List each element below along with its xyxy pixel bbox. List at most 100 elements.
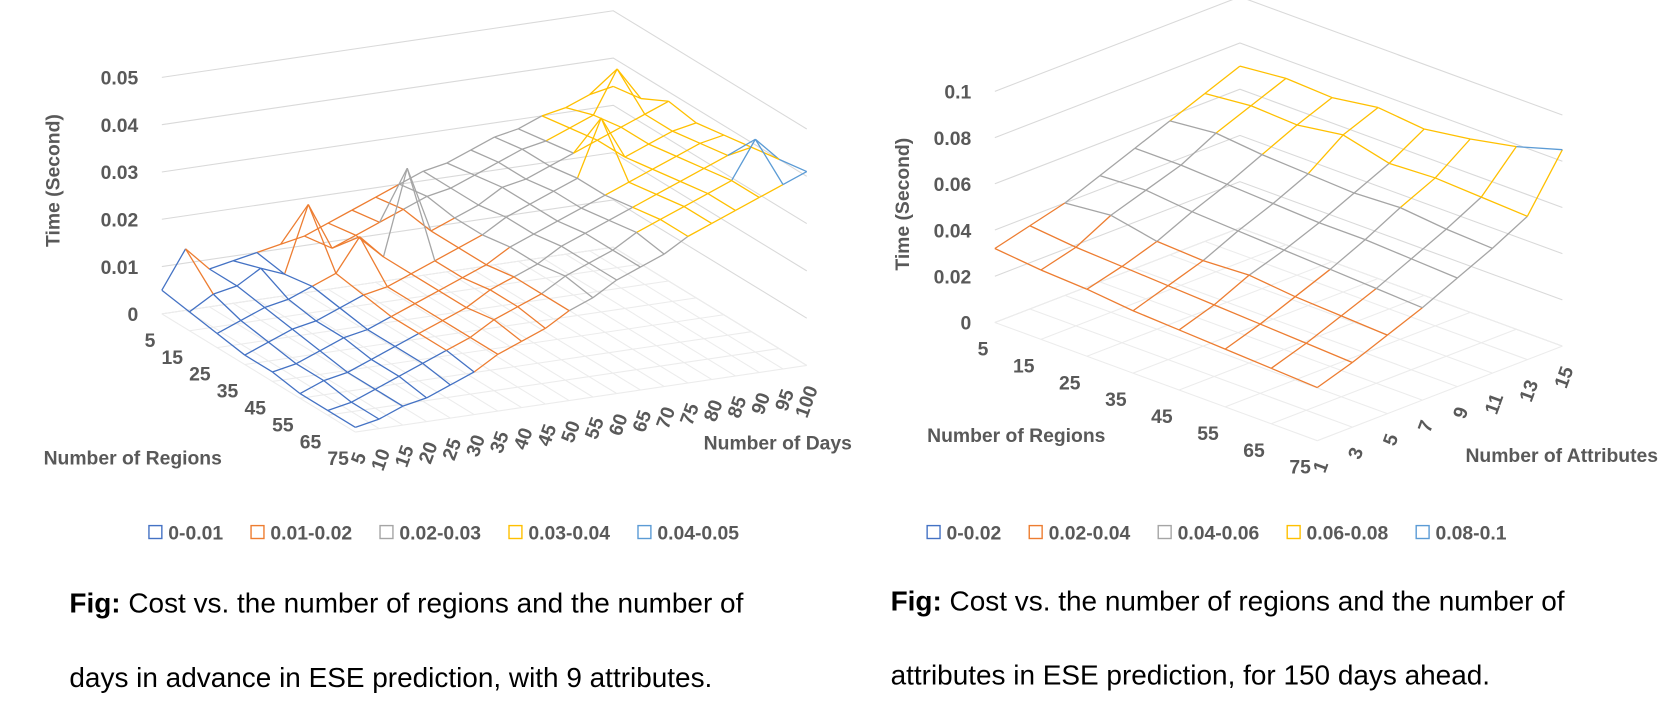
mesh-segment (604, 194, 633, 208)
mesh-segment (426, 384, 451, 399)
floor-line (217, 280, 669, 349)
mesh-segment (1099, 147, 1136, 177)
mesh-segment (589, 85, 614, 96)
x-tick-label: 65 (300, 431, 322, 453)
mesh-segment (458, 234, 483, 249)
mesh-segment (1169, 120, 1217, 134)
mesh-segment (608, 219, 637, 234)
y-tick-label: 3 (1344, 444, 1368, 462)
x-tick-label: 25 (189, 364, 211, 386)
mesh-segment (374, 375, 400, 390)
mesh-segment (513, 263, 538, 278)
mesh-segment (1099, 175, 1147, 191)
mesh-segment (1145, 164, 1182, 191)
mesh-segment (628, 168, 653, 183)
mesh-segment (1134, 120, 1171, 149)
floor-line (375, 281, 570, 401)
mesh-segment (383, 256, 412, 275)
mesh-segment (351, 209, 380, 223)
floor-line (272, 314, 724, 382)
mesh-segment (1421, 277, 1458, 309)
mesh-segment (541, 293, 570, 312)
mesh-segment (343, 337, 372, 360)
mesh-segment (494, 136, 523, 150)
mesh-segment (1388, 128, 1425, 164)
mesh-segment (1204, 92, 1252, 107)
mesh-segment (469, 336, 499, 355)
y-tick-label: 1 (1309, 458, 1333, 476)
mesh-segment (1121, 240, 1158, 267)
mesh-segment (485, 246, 511, 266)
mesh-segment (687, 222, 713, 237)
floor-line (1224, 311, 1471, 408)
z-axis-title: Time (Second) (43, 114, 65, 247)
mesh-segment (1329, 239, 1366, 270)
y-axis-title: Number of Days (704, 432, 852, 454)
mesh-segment (497, 340, 522, 355)
mesh-segment (707, 180, 732, 195)
mesh-segment (473, 353, 499, 373)
mesh-segment (549, 165, 578, 179)
floor-line (517, 260, 712, 380)
mesh-segment (600, 117, 630, 183)
floor-line (299, 331, 752, 399)
mesh-segment (537, 263, 566, 277)
mesh-segment (1261, 154, 1309, 175)
mesh-segment (403, 195, 428, 210)
z-tick-label: 0.04 (934, 220, 972, 242)
mesh-segment (430, 230, 459, 249)
grid-line (994, 134, 1563, 255)
y-tick-label: 5 (1379, 431, 1403, 449)
x-tick-label: 75 (327, 448, 349, 470)
mesh-segment (1364, 239, 1412, 260)
mesh-segment (280, 204, 309, 245)
mesh-segment (545, 127, 570, 142)
mesh-segment (1261, 124, 1298, 156)
mesh-segment (636, 218, 661, 234)
legend-swatch (1028, 524, 1043, 540)
mesh-segment (577, 177, 606, 196)
caption-text: Cost vs. the number of regions and the n… (950, 586, 1565, 617)
mesh-segment (1351, 334, 1388, 363)
mesh-segment (699, 134, 725, 144)
mesh-segment (498, 161, 527, 180)
mesh-segment (584, 232, 614, 251)
floor-line (355, 364, 807, 433)
floor-line (994, 227, 1241, 323)
x-tick-label: 45 (244, 397, 266, 419)
mesh-segment (1526, 149, 1563, 217)
mesh-segment (1134, 147, 1182, 166)
x-tick-label: 75 (1289, 457, 1311, 479)
mesh-segment (648, 130, 673, 145)
mesh-segment (644, 100, 669, 115)
mesh-segment (422, 170, 452, 189)
mesh-segment (576, 117, 602, 179)
floor-line (1317, 345, 1563, 442)
mesh-segment (304, 235, 333, 249)
mesh-segment (1270, 342, 1307, 369)
mesh-segment (1399, 207, 1447, 230)
mesh-segment (1029, 202, 1066, 227)
mesh-segment (1180, 132, 1217, 166)
mesh-segment (1167, 285, 1215, 306)
mesh-segment (284, 273, 313, 287)
mesh-segment (1156, 211, 1193, 242)
mesh-segment (264, 307, 293, 330)
mesh-segment (426, 195, 456, 219)
x-tick-label: 15 (162, 347, 184, 369)
mesh-segment (640, 253, 665, 268)
mesh-segment (216, 319, 242, 335)
mesh-segment (1167, 260, 1204, 287)
legend-swatch (508, 524, 523, 540)
floor-line (327, 348, 780, 416)
mesh-segment (505, 216, 535, 235)
mesh-segment (236, 267, 262, 287)
mesh-segment (1086, 288, 1134, 312)
mesh-segment (311, 272, 337, 287)
mesh-segment (446, 336, 471, 351)
mesh-segment (434, 247, 459, 262)
z-tick-label: 0.01 (101, 257, 139, 279)
mesh-segment (588, 249, 614, 264)
floor-line (232, 302, 427, 423)
